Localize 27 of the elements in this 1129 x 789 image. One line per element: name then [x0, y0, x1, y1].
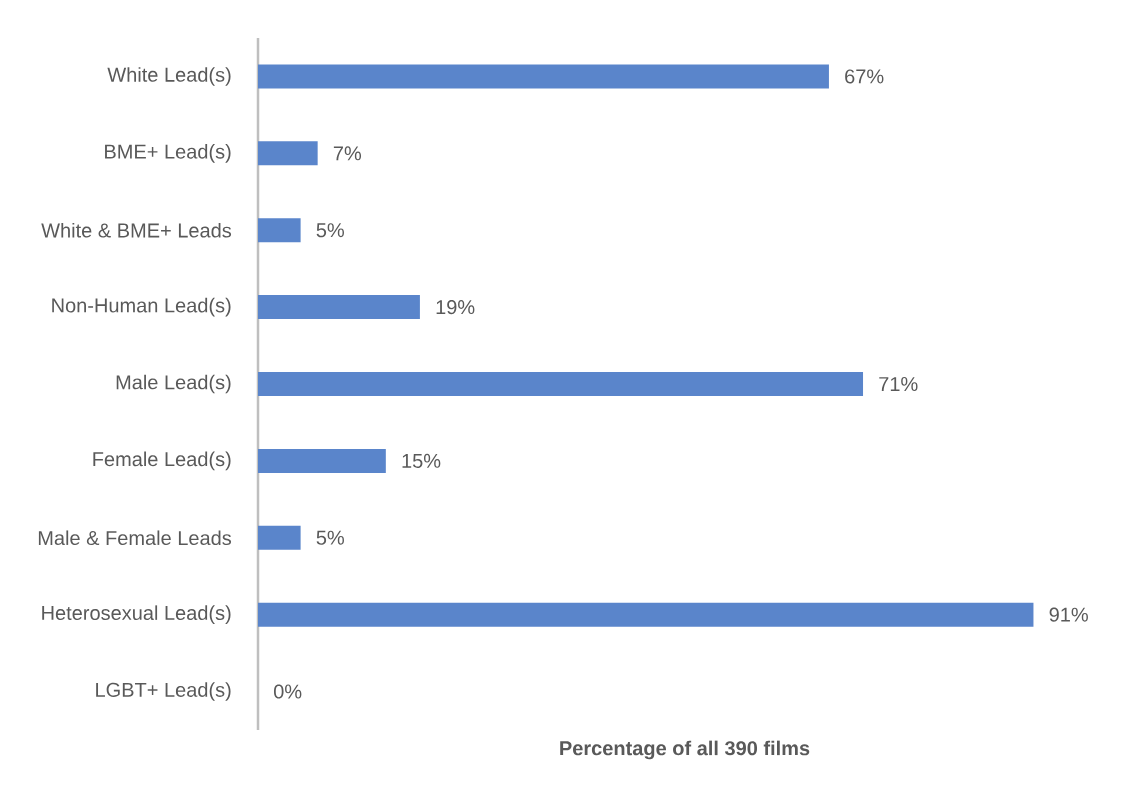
bar — [258, 372, 864, 396]
y-tick-label: Non-Human Lead(s) — [52, 297, 231, 317]
data-label: 71% — [879, 377, 918, 391]
y-tick-label: Heterosexual Lead(s) — [42, 605, 231, 624]
bar — [258, 64, 829, 89]
y-tick-label: Male Lead(s) — [116, 374, 231, 394]
data-label: 91% — [1049, 607, 1088, 622]
bar — [258, 525, 301, 550]
data-label: 5% — [316, 223, 344, 238]
bar — [258, 295, 420, 320]
y-tick-label: Female Lead(s) — [93, 451, 231, 471]
data-label: 5% — [316, 530, 344, 545]
y-tick-label: White Lead(s) — [107, 67, 231, 86]
bar — [258, 218, 301, 243]
bar — [258, 448, 386, 473]
data-label: 67% — [845, 69, 884, 84]
data-label: 0% — [273, 684, 302, 699]
data-label: 19% — [436, 300, 475, 315]
data-label: 15% — [402, 453, 441, 468]
y-tick-label: LGBT+ Lead(s) — [96, 682, 231, 701]
y-tick-label: White & BME+ Leads — [41, 222, 232, 238]
data-label: 7% — [333, 146, 362, 161]
bar — [258, 602, 1034, 627]
y-tick-label: BME+ Lead(s) — [105, 144, 231, 163]
bar — [258, 141, 318, 166]
x-axis-title: Percentage of all 390 films — [560, 740, 810, 760]
y-tick-label: Male & Female Leads — [38, 530, 232, 546]
